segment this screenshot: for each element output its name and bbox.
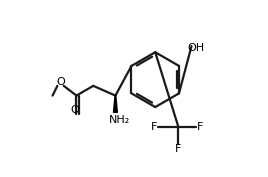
- Text: O: O: [70, 105, 79, 115]
- Text: NH₂: NH₂: [109, 115, 131, 125]
- Polygon shape: [113, 96, 117, 112]
- Text: F: F: [175, 144, 181, 154]
- Text: O: O: [56, 77, 65, 87]
- Text: OH: OH: [187, 43, 204, 53]
- Text: F: F: [197, 122, 204, 132]
- Text: F: F: [151, 122, 158, 132]
